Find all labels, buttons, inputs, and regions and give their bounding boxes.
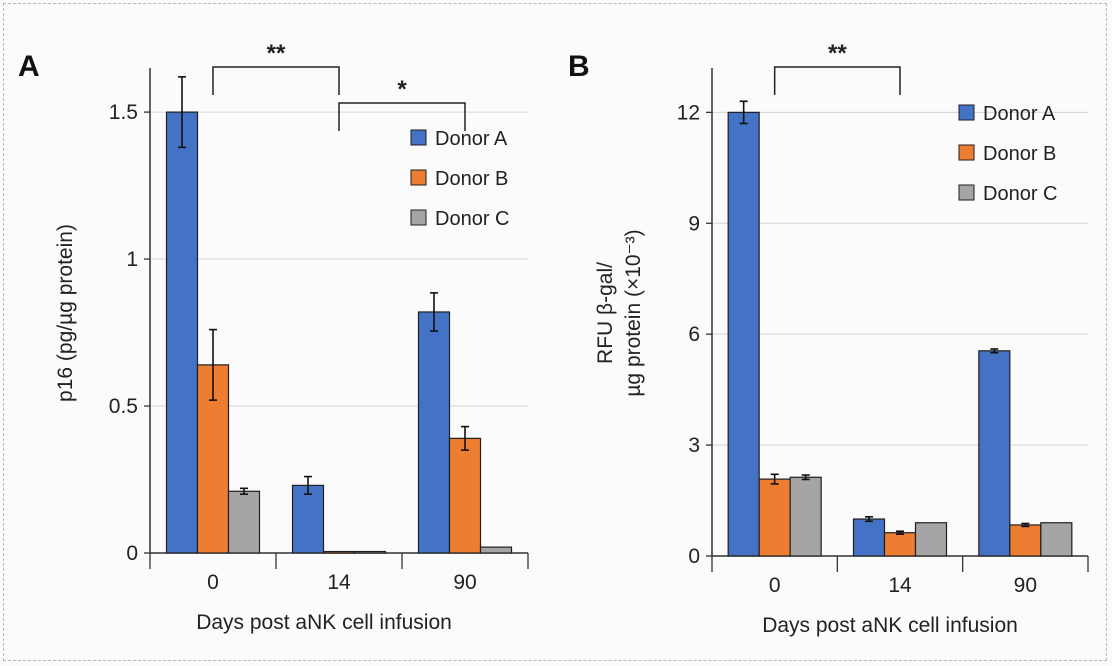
legend-label: Donor B [983,143,1056,165]
bar-donor-c [914,522,948,557]
bar-donor-a [417,311,451,554]
legend-swatch [958,184,975,201]
y-tick-label: 1 [126,248,138,271]
significance-bracket [212,66,340,95]
x-tick-label: 14 [327,571,351,594]
y-tick-label: 0.5 [109,395,138,418]
bar-donor-c [479,546,513,554]
panel-b: B 0 3 6 9 12 0 14 90 Days post aNK cell infusion R… [568,40,1089,637]
bar-donor-c [1040,522,1073,557]
y-tick-label: 0 [126,542,138,565]
bar-donor-b [883,532,917,557]
y-axis-title-line: RFU β-gal/ [594,262,617,364]
legend-swatch [410,169,427,186]
x-tick-label: 90 [453,571,476,594]
y-tick-label: 3 [688,434,700,457]
x-axis-title: Days post aNK cell infusion [196,611,452,634]
significance-label: ** [828,40,847,67]
bar-donor-a [165,111,199,554]
bar-donor-a [291,484,325,554]
legend-label: Donor A [435,128,508,150]
figure-frame [3,3,1107,661]
panel-letter: A [18,50,40,83]
x-axis-title: Days post aNK cell infusion [762,614,1018,637]
bar-donor-b [1009,524,1042,557]
bar-donor-a [727,111,760,557]
y-tick-label: 6 [688,323,700,346]
x-tick-label: 14 [888,574,912,597]
y-tick-label: 12 [677,101,700,124]
y-tick-label: 0 [688,545,700,568]
bar-donor-c [789,476,822,557]
legend-swatch [958,144,975,161]
bar-donor-b [322,550,356,554]
significance-bracket [773,66,901,95]
x-tick-label: 0 [769,574,781,597]
significance-label: * [397,76,407,103]
legend-swatch [410,129,427,146]
bar-donor-b [448,437,482,554]
bar-donor-c [227,490,261,554]
bar-donor-c [353,550,387,554]
legend-label: Donor A [983,103,1056,125]
x-tick-label: 0 [207,571,219,594]
bar-donor-a [852,518,886,557]
legend-label: Donor C [435,208,509,230]
y-axis-title: p16 (pg/µg protein) [54,224,77,402]
y-tick-label: 9 [688,212,700,235]
legend-label: Donor C [983,183,1057,205]
x-tick-label: 90 [1014,574,1037,597]
significance-label: ** [267,40,286,67]
legend-swatch [958,104,975,121]
bar-donor-b [758,478,791,557]
y-tick-label: 1.5 [109,101,138,124]
significance-bracket [338,102,466,131]
legend-swatch [410,209,427,226]
y-axis-title-line: µg protein (×10⁻³) [622,229,645,396]
panel-letter: B [568,50,590,83]
bar-donor-a [978,350,1011,557]
legend-label: Donor B [435,168,508,190]
